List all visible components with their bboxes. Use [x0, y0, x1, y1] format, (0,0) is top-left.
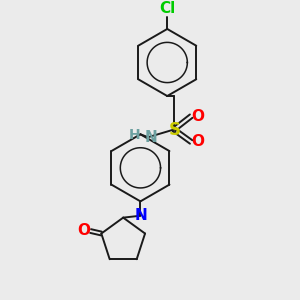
Text: O: O — [191, 109, 204, 124]
Text: N: N — [145, 130, 157, 145]
Text: H: H — [129, 128, 140, 142]
Text: N: N — [135, 208, 148, 223]
Text: Cl: Cl — [159, 1, 175, 16]
Text: O: O — [191, 134, 204, 149]
Text: S: S — [169, 121, 181, 139]
Text: O: O — [77, 223, 90, 238]
